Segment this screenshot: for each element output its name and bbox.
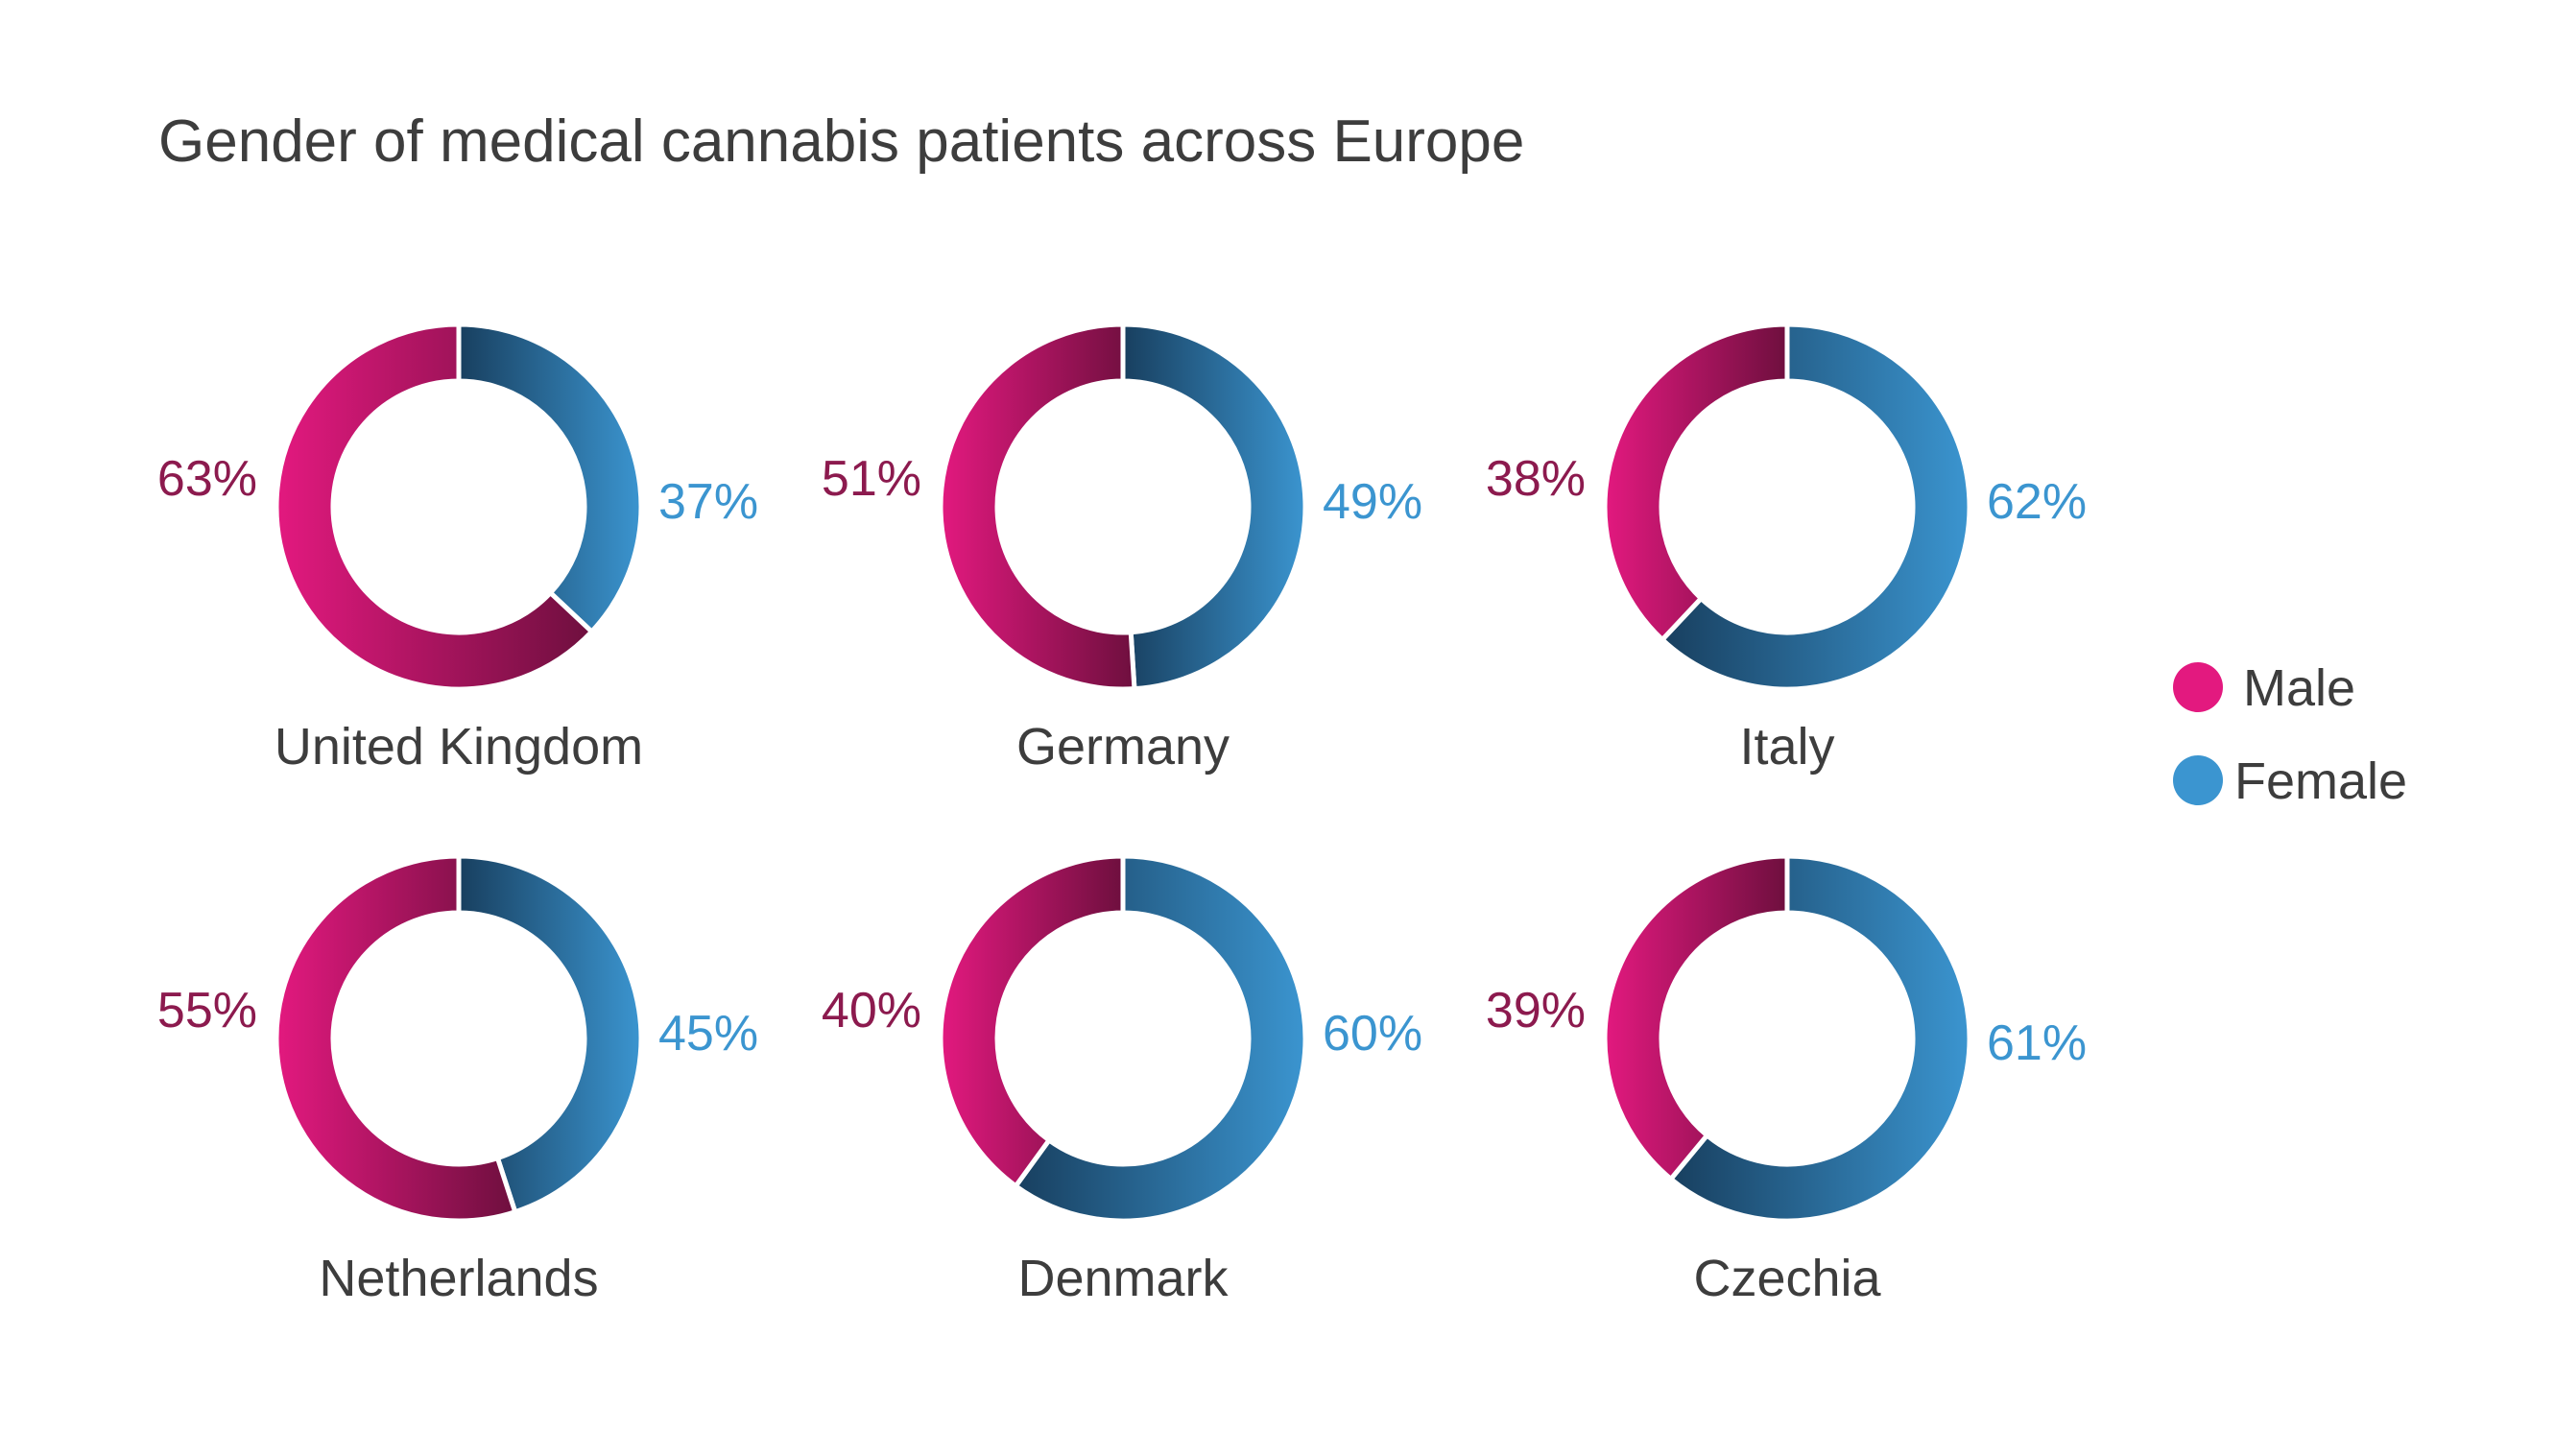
slice-male-germany <box>938 322 1137 692</box>
country-label-united-kingdom: United Kingdom <box>275 718 643 776</box>
country-label-czechia: Czechia <box>1693 1250 1881 1307</box>
slice-female-netherlands <box>456 853 644 1215</box>
label-male-pct-italy: 38% <box>1486 451 1586 507</box>
slice-female-italy <box>1659 322 1972 692</box>
slice-female-denmark <box>1012 853 1308 1224</box>
label-male-pct-united-kingdom: 63% <box>157 451 257 507</box>
label-male-pct-netherlands: 55% <box>157 983 257 1038</box>
slice-female-united-kingdom <box>456 322 644 635</box>
legend-swatch-female <box>2173 755 2223 805</box>
donut-italy: 38% 62% Italy <box>1486 322 2087 776</box>
label-male-pct-germany: 51% <box>822 451 921 507</box>
donuts-group: 63% 37% United Kingdom 51% 49% Germany 38% 62% I… <box>157 322 2087 1307</box>
legend: Male Female <box>2173 659 2407 810</box>
legend-swatch-male <box>2173 662 2223 712</box>
label-male-pct-denmark: 40% <box>822 983 921 1038</box>
country-label-germany: Germany <box>1016 718 1230 776</box>
slice-male-united-kingdom <box>274 322 596 692</box>
country-label-denmark: Denmark <box>1017 1250 1229 1307</box>
label-female-pct-netherlands: 45% <box>658 1006 758 1062</box>
donut-denmark: 40% 60% Denmark <box>822 853 1422 1307</box>
slice-female-czechia <box>1667 853 1972 1224</box>
slice-male-denmark <box>938 853 1126 1190</box>
country-label-italy: Italy <box>1739 718 1834 776</box>
label-female-pct-italy: 62% <box>1987 474 2087 530</box>
label-female-pct-czechia: 61% <box>1987 1015 2087 1071</box>
legend-label-male: Male <box>2243 659 2355 717</box>
donut-united-kingdom: 63% 37% United Kingdom <box>157 322 758 776</box>
country-label-netherlands: Netherlands <box>319 1250 598 1307</box>
slice-male-italy <box>1602 322 1790 644</box>
chart-title: Gender of medical cannabis patients acro… <box>158 108 1524 175</box>
donut-netherlands: 55% 45% Netherlands <box>157 853 758 1307</box>
label-male-pct-czechia: 39% <box>1486 983 1586 1038</box>
donut-germany: 51% 49% Germany <box>822 322 1422 776</box>
donut-czechia: 39% 61% Czechia <box>1486 853 2087 1307</box>
legend-label-female: Female <box>2234 752 2407 810</box>
slice-female-germany <box>1120 322 1308 692</box>
label-female-pct-united-kingdom: 37% <box>658 474 758 530</box>
label-female-pct-germany: 49% <box>1323 474 1422 530</box>
slice-male-czechia <box>1602 853 1790 1182</box>
slice-male-netherlands <box>274 853 518 1224</box>
label-female-pct-denmark: 60% <box>1323 1006 1422 1062</box>
